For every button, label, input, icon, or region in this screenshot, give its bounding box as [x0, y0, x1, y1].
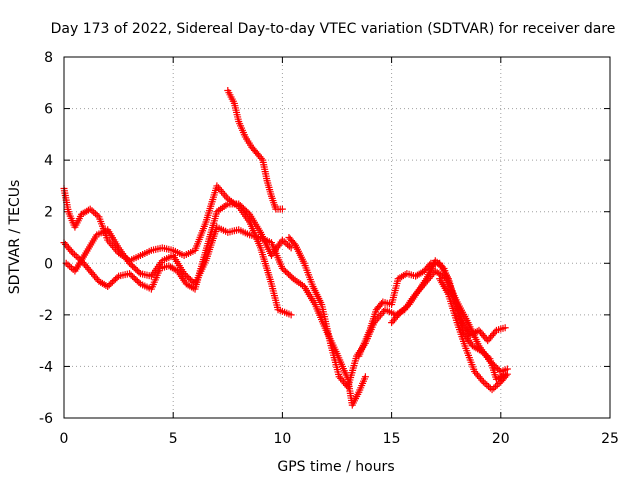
data-point-interp	[280, 266, 288, 274]
data-point-interp	[72, 252, 80, 260]
data-point-interp	[64, 261, 72, 269]
data-point-interp	[111, 275, 119, 283]
data-point-interp	[395, 310, 403, 318]
data-point-interp	[492, 383, 500, 391]
x-tick-label: 10	[273, 431, 291, 447]
data-point-interp	[243, 207, 251, 215]
data-point-interp	[494, 365, 502, 373]
data-point	[235, 200, 243, 208]
data-point-interp	[481, 379, 489, 387]
data-point-interp	[186, 275, 194, 283]
data-point-interp	[239, 204, 247, 212]
data-point-interp	[67, 264, 75, 272]
data-point-interp	[491, 328, 499, 336]
data-point	[488, 386, 496, 394]
y-tick-label: -4	[39, 359, 53, 375]
data-point-interp	[135, 278, 143, 286]
data-point-interp	[70, 251, 78, 259]
data-point-interp	[218, 187, 226, 195]
y-axis: -6 -4 -2 0 2 4 6 8	[39, 50, 610, 427]
series-track-g	[388, 257, 509, 345]
data-point	[361, 373, 369, 381]
data-point-interp	[183, 273, 191, 281]
data-point-interp	[88, 207, 96, 215]
x-tick-label: 5	[169, 431, 178, 447]
data-point-interp	[282, 267, 290, 275]
data-point-interp	[376, 311, 384, 319]
data-point-interp	[110, 277, 118, 285]
y-tick-label: 0	[44, 256, 53, 272]
data-point-interp	[222, 193, 230, 201]
data-point-interp	[133, 277, 141, 285]
data-point-interp	[132, 275, 140, 283]
data-point-interp	[490, 384, 498, 392]
data-point-interp	[483, 381, 491, 389]
y-axis-label: SDTVAR / TECUs	[7, 180, 23, 295]
plot-frame	[63, 56, 611, 419]
data-point-interp	[502, 372, 510, 380]
data-point-interp	[216, 186, 224, 194]
data-point-interp	[493, 381, 501, 389]
data-point-interp	[127, 271, 135, 279]
data-point-interp	[238, 203, 246, 211]
data-point	[104, 282, 112, 290]
data-point-interp	[219, 189, 227, 197]
series-track-a	[60, 182, 295, 319]
y-tick-label: 6	[44, 102, 53, 118]
y-tick-label: 4	[44, 153, 53, 169]
data-point	[126, 259, 134, 267]
data-point-interp	[185, 274, 193, 282]
data-point-interp	[182, 271, 190, 279]
data-point-interp	[241, 206, 249, 214]
x-tick-label: 25	[601, 431, 619, 447]
data-point-interp	[67, 247, 75, 255]
x-tick-label: 20	[492, 431, 510, 447]
x-tick-label: 0	[60, 431, 69, 447]
x-tick-label: 15	[383, 431, 401, 447]
data-point-interp	[105, 281, 113, 289]
series-track-h	[436, 275, 511, 394]
x-axis: 0 5 10 15 20 25	[60, 57, 619, 447]
data-point-interp	[108, 278, 116, 286]
data-point-interp	[132, 265, 140, 273]
data-point-interp	[130, 274, 138, 282]
series-track-d	[224, 87, 286, 213]
series-track-c	[62, 223, 369, 409]
data-point	[126, 270, 134, 278]
data-point-interp	[133, 267, 141, 275]
data-point-interp	[236, 201, 244, 209]
data-point	[278, 264, 286, 272]
data-point-interp	[127, 261, 135, 269]
y-tick-label: 8	[44, 50, 53, 66]
data-point	[180, 270, 188, 278]
data-point-interp	[257, 154, 265, 162]
data-point-interp	[129, 262, 137, 270]
chart-title: Day 173 of 2022, Sidereal Day-to-day VTE…	[51, 21, 616, 37]
data-point	[503, 370, 511, 378]
x-axis-label: GPS time / hours	[277, 459, 394, 475]
data-point	[501, 324, 509, 332]
data-point-interp	[188, 277, 196, 285]
y-tick-label: -6	[39, 411, 53, 427]
data-point-interp	[286, 272, 294, 280]
data-point-interp	[283, 269, 291, 277]
data-point-interp	[485, 383, 493, 391]
y-tick-label: -2	[39, 308, 53, 324]
data-point-interp	[66, 262, 74, 270]
data-point-interp	[107, 280, 115, 288]
data-point-interp	[130, 264, 138, 272]
data-points	[60, 87, 511, 409]
data-point-interp	[478, 376, 486, 384]
data-point	[287, 311, 295, 319]
y-tick-label: 2	[44, 205, 53, 221]
data-point-interp	[113, 274, 121, 282]
data-point-interp	[290, 240, 298, 248]
data-point-interp	[135, 268, 143, 276]
data-point-interp	[221, 191, 229, 199]
data-point	[278, 205, 286, 213]
series-track-b	[60, 200, 295, 293]
data-point-interp	[129, 273, 137, 281]
data-point-interp	[285, 270, 293, 278]
